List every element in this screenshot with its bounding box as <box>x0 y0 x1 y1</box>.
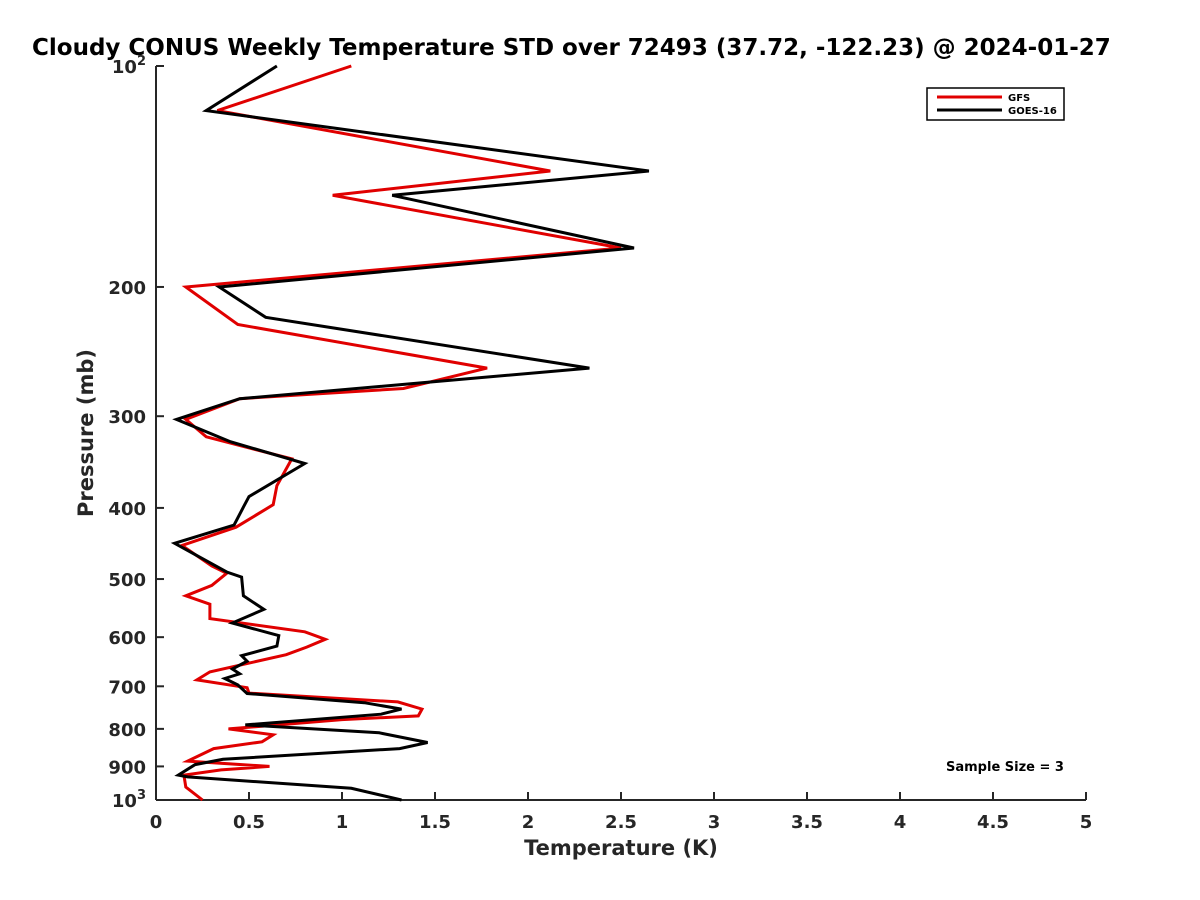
sample-size-annotation: Sample Size = 3 <box>946 760 1064 775</box>
x-tick-label: 5 <box>1080 812 1093 833</box>
x-tick-label: 0.5 <box>233 812 265 833</box>
y-axis-ticks: 102 200 300 400 500 600 700 800 900 103 <box>108 54 164 812</box>
y-tick-label: 900 <box>108 757 146 778</box>
x-tick-label: 1.5 <box>419 812 451 833</box>
series-line-gfs <box>178 64 622 802</box>
y-tick-label: 200 <box>108 278 146 299</box>
legend: GFS GOES-16 <box>926 87 1065 121</box>
legend-label-gfs: GFS <box>1008 93 1030 104</box>
y-axis-label: Pressure (mb) <box>74 349 98 517</box>
y-tick-label: 300 <box>108 407 146 428</box>
plot-area <box>155 66 1086 801</box>
x-tick-label: 3.5 <box>791 812 823 833</box>
x-tick-label: 2 <box>522 812 535 833</box>
x-tick-label: 4 <box>894 812 907 833</box>
y-tick-label: 400 <box>108 499 146 520</box>
chart-title: Cloudy CONUS Weekly Temperature STD over… <box>32 35 1111 61</box>
x-tick-label: 1 <box>336 812 349 833</box>
y-tick-label: 103 <box>112 788 146 812</box>
x-tick-label: 4.5 <box>977 812 1009 833</box>
x-tick-label: 0 <box>150 812 163 833</box>
x-axis-label: Temperature (K) <box>524 836 718 860</box>
y-tick-label: 800 <box>108 720 146 741</box>
legend-label-goes-16: GOES-16 <box>1008 106 1057 117</box>
y-tick-label: 500 <box>108 570 146 591</box>
series-layer <box>170 64 650 802</box>
y-tick-label: 102 <box>112 54 146 78</box>
series-line-goes-16 <box>170 64 650 802</box>
x-tick-label: 2.5 <box>605 812 637 833</box>
x-axis-ticks: 0 0.5 1 1.5 2 2.5 3 3.5 4 4.5 5 <box>150 792 1093 833</box>
legend-box <box>926 87 1065 121</box>
y-tick-label: 600 <box>108 628 146 649</box>
x-tick-label: 3 <box>708 812 721 833</box>
y-tick-label: 700 <box>108 677 146 698</box>
